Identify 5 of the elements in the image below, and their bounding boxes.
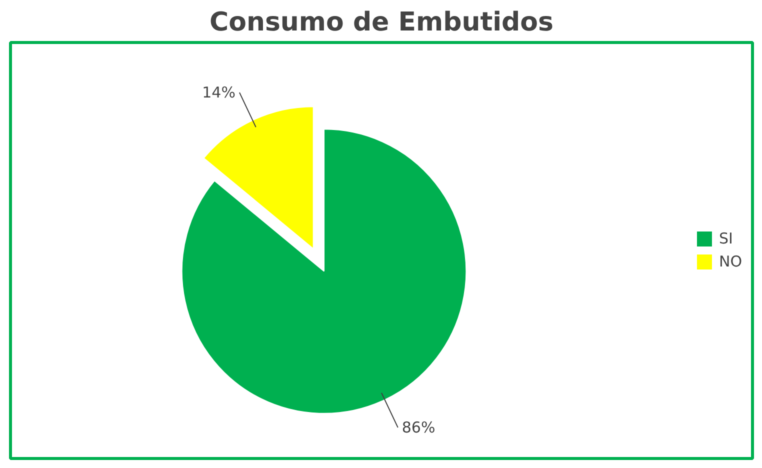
data-label: 14% [202, 84, 236, 102]
legend-label: NO [718, 252, 742, 270]
legend-label: SI [718, 230, 734, 248]
data-label: 86% [402, 418, 436, 437]
chart-title: Consumo de Embutidos [210, 8, 554, 38]
